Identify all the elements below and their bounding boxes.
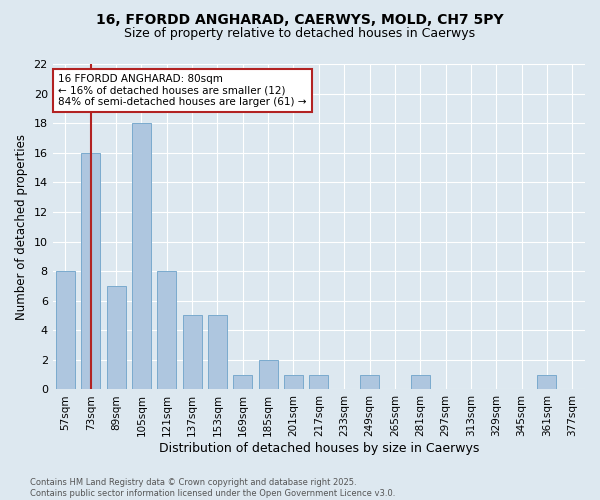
Bar [208, 316, 227, 390]
Bar [81, 153, 100, 390]
Bar [132, 123, 151, 390]
Bar [360, 374, 379, 390]
Bar [182, 316, 202, 390]
Bar [284, 374, 303, 390]
Bar [538, 374, 556, 390]
Bar [259, 360, 278, 390]
Bar [310, 374, 328, 390]
Bar [107, 286, 125, 390]
Bar [233, 374, 252, 390]
Text: Contains HM Land Registry data © Crown copyright and database right 2025.
Contai: Contains HM Land Registry data © Crown c… [30, 478, 395, 498]
Text: Size of property relative to detached houses in Caerwys: Size of property relative to detached ho… [124, 28, 476, 40]
Text: 16 FFORDD ANGHARAD: 80sqm
← 16% of detached houses are smaller (12)
84% of semi-: 16 FFORDD ANGHARAD: 80sqm ← 16% of detac… [58, 74, 307, 107]
Text: 16, FFORDD ANGHARAD, CAERWYS, MOLD, CH7 5PY: 16, FFORDD ANGHARAD, CAERWYS, MOLD, CH7 … [96, 12, 504, 26]
Y-axis label: Number of detached properties: Number of detached properties [15, 134, 28, 320]
Bar [157, 271, 176, 390]
Bar [411, 374, 430, 390]
X-axis label: Distribution of detached houses by size in Caerwys: Distribution of detached houses by size … [158, 442, 479, 455]
Bar [56, 271, 75, 390]
